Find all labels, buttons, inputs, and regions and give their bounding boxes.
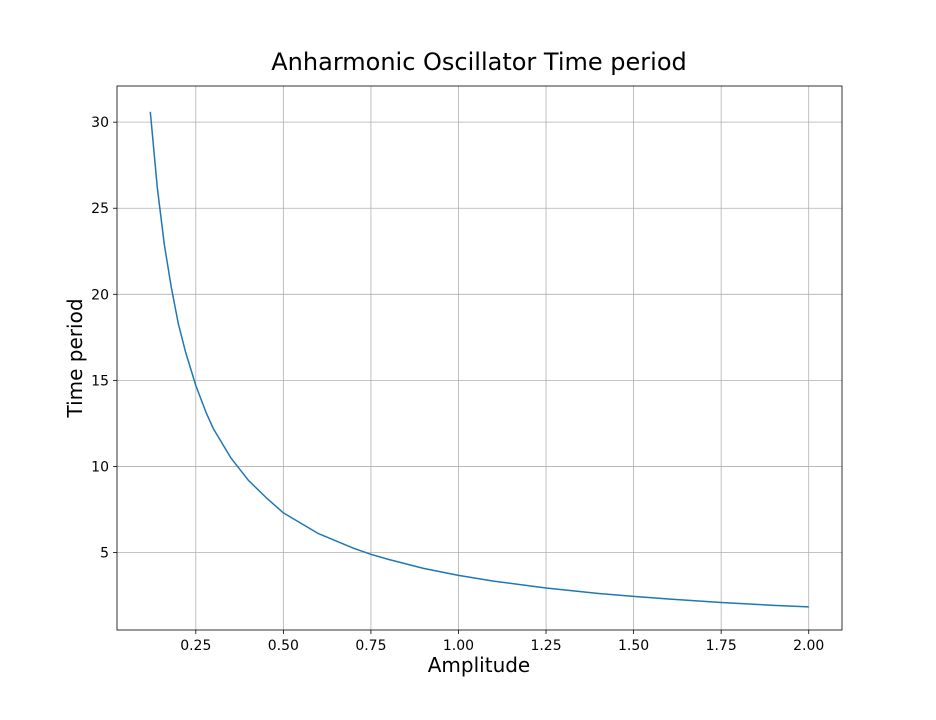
y-axis-ticks: 5 10 15 20 25 30 bbox=[91, 115, 117, 562]
x-tick-label: 2.00 bbox=[793, 638, 824, 654]
plot-frame bbox=[116, 85, 843, 631]
x-tick-label: 1.25 bbox=[530, 638, 561, 654]
x-tick-label: 1.50 bbox=[618, 638, 649, 654]
grid bbox=[117, 86, 842, 630]
x-tick-label: 0.50 bbox=[268, 638, 299, 654]
x-tick-label: 1.75 bbox=[706, 638, 737, 654]
chart-title: Anharmonic Oscillator Time period bbox=[271, 48, 686, 76]
y-tick-label: 5 bbox=[100, 546, 109, 562]
y-tick-label: 15 bbox=[91, 373, 109, 389]
series-layer bbox=[149, 111, 809, 608]
y-tick-label: 25 bbox=[91, 201, 109, 217]
y-tick-label: 10 bbox=[91, 459, 109, 475]
x-axis-label: Amplitude bbox=[428, 653, 531, 677]
x-axis-ticks: 0.25 0.50 0.75 1.00 1.25 1.50 1.75 2.00 bbox=[180, 630, 824, 654]
y-tick-label: 30 bbox=[91, 115, 109, 131]
x-tick-label: 0.75 bbox=[355, 638, 386, 654]
y-axis-label: Time period bbox=[63, 298, 87, 418]
x-tick-label: 0.25 bbox=[180, 638, 211, 654]
x-tick-label: 1.00 bbox=[443, 638, 474, 654]
series-line bbox=[149, 111, 809, 608]
y-tick-label: 20 bbox=[91, 287, 109, 303]
